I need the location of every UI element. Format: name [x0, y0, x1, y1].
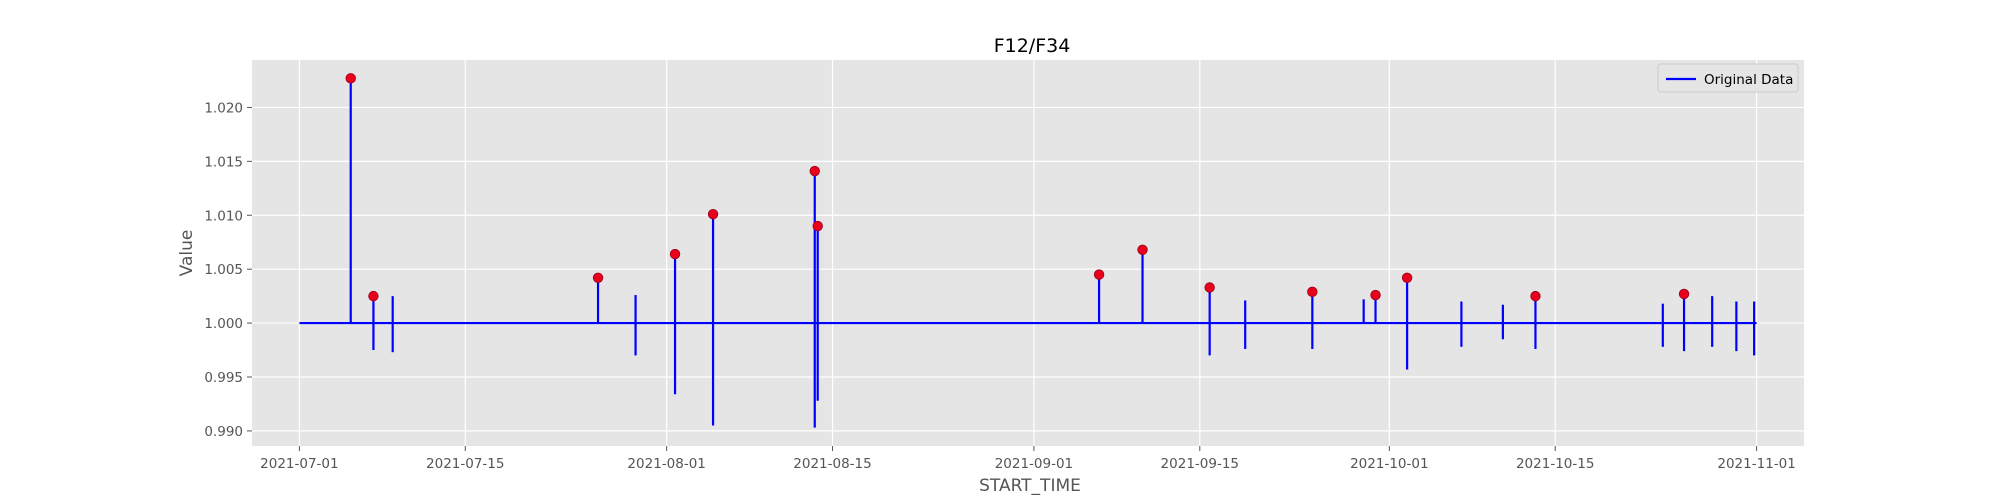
- x-tick-label: 2021-09-15: [1161, 456, 1239, 472]
- axes: 2021-07-01 2021-07-15 2021-08-01 2021-08-15…: [204, 100, 1796, 472]
- highlight-point: [1204, 282, 1215, 293]
- legend-box: [1657, 63, 1799, 93]
- x-tick-label: 2021-09-01: [995, 456, 1073, 472]
- highlight-point: [812, 220, 823, 232]
- x-tick-label: 2021-07-15: [426, 456, 504, 472]
- highlight-point: [1370, 289, 1381, 301]
- y-tick-label: 1.000: [204, 316, 243, 332]
- x-tick-label: 2021-07-01: [260, 456, 338, 472]
- highlight-point: [345, 73, 356, 84]
- highlight-point: [707, 208, 719, 220]
- highlight-point: [1137, 244, 1148, 255]
- highlight-point: [592, 272, 604, 283]
- x-tick-label: 2021-10-15: [1516, 456, 1594, 472]
- highlight-point: [1530, 290, 1541, 302]
- highlight-point: [1093, 269, 1105, 280]
- y-tick-label: 1.005: [204, 262, 243, 278]
- highlight-point: [1307, 286, 1318, 298]
- highlight-point: [1678, 288, 1690, 300]
- x-tick-label: 2021-10-01: [1350, 456, 1428, 472]
- legend: Original Data: [1657, 63, 1799, 93]
- plot-area: [252, 60, 1804, 446]
- y-axis-label: Value: [177, 230, 197, 277]
- highlight-point: [669, 248, 681, 260]
- x-tick-label: 2021-11-01: [1717, 456, 1795, 472]
- highlight-point: [809, 165, 820, 177]
- y-tick-label: 1.020: [204, 100, 243, 116]
- x-tick-label: 2021-08-15: [793, 456, 871, 472]
- y-tick-label: 0.990: [204, 424, 243, 440]
- y-tick-label: 0.995: [204, 370, 243, 386]
- highlight-point: [368, 290, 379, 302]
- x-axis-label: START_TIME: [979, 476, 1081, 496]
- y-tick-label: 1.015: [204, 154, 243, 170]
- highlighted-points: [345, 73, 1690, 302]
- x-tick-label: 2021-08-01: [627, 456, 705, 472]
- highlight-point: [1401, 272, 1413, 283]
- data-series: [299, 78, 1757, 428]
- chart-title: F12/F34: [994, 35, 1071, 57]
- legend-label-original-data: Original Data: [1704, 72, 1793, 88]
- y-tick-label: 1.010: [204, 208, 243, 224]
